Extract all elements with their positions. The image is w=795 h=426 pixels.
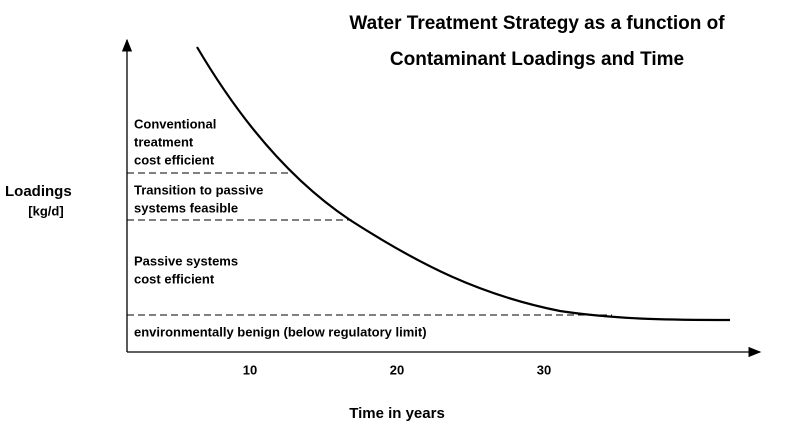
region-label: treatment [134,134,194,149]
x-tick-label: 30 [537,362,551,377]
region-label: cost efficient [134,271,215,286]
y-axis-label: Loadings [5,183,72,200]
region-label: Transition to passive [134,182,263,197]
region-label: cost efficient [134,152,215,167]
x-tick-label: 20 [390,362,404,377]
title: Water Treatment Strategy as a function o… [349,13,725,34]
region-label: environmentally benign (below regulatory… [134,324,427,339]
x-tick-label: 10 [243,362,257,377]
x-axis-label: Time in years [349,405,445,422]
region-label: systems feasible [134,200,238,215]
loading-curve [196,46,731,322]
y-axis-unit: [kg/d] [28,203,63,218]
region-label: Passive systems [134,253,238,268]
region-label: Conventional [134,116,216,131]
title: Contaminant Loadings and Time [390,49,684,70]
